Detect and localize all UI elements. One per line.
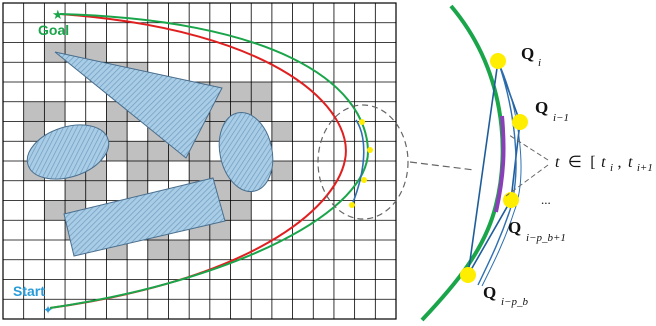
rectangle-obstacle (63, 177, 226, 257)
occupied-cell (44, 200, 66, 221)
occupied-cell (44, 101, 66, 122)
ellipsis-label: ... (541, 192, 551, 207)
occupied-cell (85, 42, 107, 63)
occupied-cell (230, 200, 252, 221)
control-point-q-i-1 (512, 114, 528, 130)
zoom-ellipse (317, 104, 409, 220)
grid-map: ★ ✦ Goal Start (2, 2, 409, 320)
occupied-cell (189, 161, 210, 181)
q-label-i-pb-1: Q (508, 218, 521, 237)
occupied-cell (106, 141, 128, 161)
interval-pointer-lower (505, 164, 549, 197)
occupied-cell (65, 180, 86, 201)
control-point (367, 147, 373, 153)
occupied-cell (189, 141, 210, 161)
right-ellipse-obstacle (218, 112, 274, 192)
occupied-cell (106, 121, 128, 142)
occupied-cell (127, 141, 148, 161)
q-label-i: Q (521, 44, 534, 63)
goal-star-icon: ★ (52, 7, 64, 22)
q-label-i-pb: Q (483, 283, 496, 302)
goal-label: Goal (38, 22, 69, 38)
q-sub-i: i (538, 57, 541, 69)
control-point (349, 202, 355, 208)
occupied-cell (147, 141, 169, 161)
zoom-detail: Q i Q i−1 ... Q i−p_b+1 Q i−p_b t ∈ [ t … (420, 4, 656, 322)
occupied-cell (127, 161, 148, 181)
occupied-cell (85, 180, 107, 201)
zoom-connector-line (409, 161, 475, 171)
occupied-cell (168, 240, 190, 260)
occupied-cell (23, 121, 45, 142)
occupied-cell (271, 161, 293, 181)
interval-label: t ∈ [ t i , t i+1 ] (555, 154, 656, 175)
control-point (361, 177, 367, 183)
control-point-q-i-pb-1 (503, 192, 519, 208)
blue-path-segment (351, 119, 365, 206)
left-ellipse-obstacle (26, 124, 110, 180)
occupied-cell (230, 82, 252, 102)
occupied-cell (251, 82, 272, 102)
start-label: Start (13, 283, 45, 299)
occupied-cell (251, 101, 272, 122)
occupied-cell (147, 161, 169, 181)
q-sub-i-pb: i−p_b (501, 296, 528, 308)
occupied-cell (23, 101, 45, 122)
q-sub-i-pb-1: i−p_b+1 (526, 232, 566, 244)
occupied-cell (209, 101, 231, 122)
start-star-icon: ✦ (43, 303, 53, 317)
purple-segment (494, 115, 506, 213)
control-point-q-i (490, 53, 506, 69)
triangle-obstacle (54, 51, 223, 159)
control-polygon (467, 60, 521, 276)
control-point-q-i-pb (460, 267, 476, 283)
q-sub-i-1: i−1 (553, 112, 569, 124)
grid-border (2, 2, 397, 320)
q-label-i-1: Q (535, 98, 548, 117)
occupied-cell (147, 240, 169, 260)
control-point (359, 119, 365, 125)
occupied-cell (271, 121, 293, 142)
occupied-cell (209, 220, 231, 240)
